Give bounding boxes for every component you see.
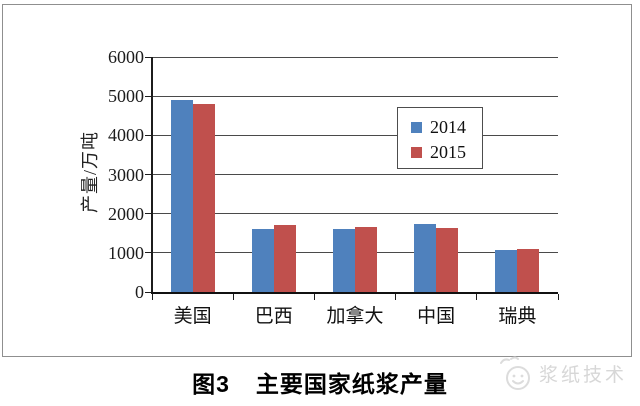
x-tick-mark	[476, 294, 478, 300]
x-category-label: 巴西	[254, 306, 293, 327]
y-tick-mark	[145, 56, 152, 58]
y-tick-mark	[145, 95, 152, 97]
y-tick-label: 1000	[108, 242, 144, 263]
gridline	[152, 174, 558, 175]
x-category-label: 加拿大	[326, 306, 384, 327]
bar-2014-巴西	[251, 228, 274, 292]
legend-swatch-2014-icon	[411, 122, 422, 133]
gridline	[152, 134, 558, 136]
legend: 2014 2015	[397, 107, 483, 169]
gridline	[152, 56, 558, 58]
y-tick-label: 6000	[108, 47, 144, 67]
x-tick-mark	[557, 294, 559, 300]
legend-label-2014: 2014	[430, 117, 466, 137]
bar-2015-美国	[192, 103, 215, 292]
y-tick-label: 4000	[108, 125, 144, 146]
y-tick-mark	[145, 213, 152, 215]
bar-2015-加拿大	[355, 227, 377, 292]
legend-swatch-2015-icon	[411, 147, 422, 158]
y-tick-label: 0	[135, 282, 144, 302]
bar-2014-中国	[414, 224, 437, 292]
x-tick-mark	[313, 294, 315, 300]
y-tick-mark	[145, 291, 152, 293]
y-tick-label: 3000	[108, 164, 144, 185]
x-category-label: 中国	[417, 306, 456, 327]
y-axis-title: 产量/万吨	[80, 131, 100, 214]
bar-2015-瑞典	[517, 248, 540, 292]
y-tick-mark	[145, 252, 152, 254]
figure-title: 主要国家纸浆产量	[255, 371, 448, 397]
figure-caption: 图3 主要国家纸浆产量	[0, 365, 640, 399]
watermark-logo-icon	[500, 356, 530, 390]
bar-2014-瑞典	[495, 250, 518, 292]
y-tick-label: 2000	[108, 203, 144, 224]
x-axis-line	[151, 292, 558, 294]
figure-number: 图3	[192, 371, 230, 397]
legend-item-2015: 2015	[411, 140, 482, 165]
x-tick-mark	[151, 294, 153, 300]
bar-2014-加拿大	[333, 228, 355, 292]
gridline	[152, 213, 558, 215]
bar-2015-中国	[436, 228, 459, 292]
chart-frame	[2, 4, 632, 357]
y-axis-line	[151, 57, 153, 293]
y-tick-mark	[145, 174, 152, 175]
x-tick-mark	[395, 294, 397, 300]
bar-2015-巴西	[273, 225, 296, 292]
x-category-label: 瑞典	[498, 306, 537, 327]
x-category-label: 美国	[173, 306, 212, 327]
x-tick-mark	[232, 294, 234, 300]
watermark: 浆纸技术	[497, 349, 632, 397]
y-tick-label: 5000	[108, 86, 144, 107]
bar-2014-美国	[170, 100, 193, 292]
legend-item-2014: 2014	[411, 115, 482, 140]
watermark-text: 浆纸技术	[539, 364, 628, 386]
legend-label-2015: 2015	[430, 142, 466, 162]
y-tick-mark	[145, 134, 152, 136]
gridline	[152, 95, 558, 97]
